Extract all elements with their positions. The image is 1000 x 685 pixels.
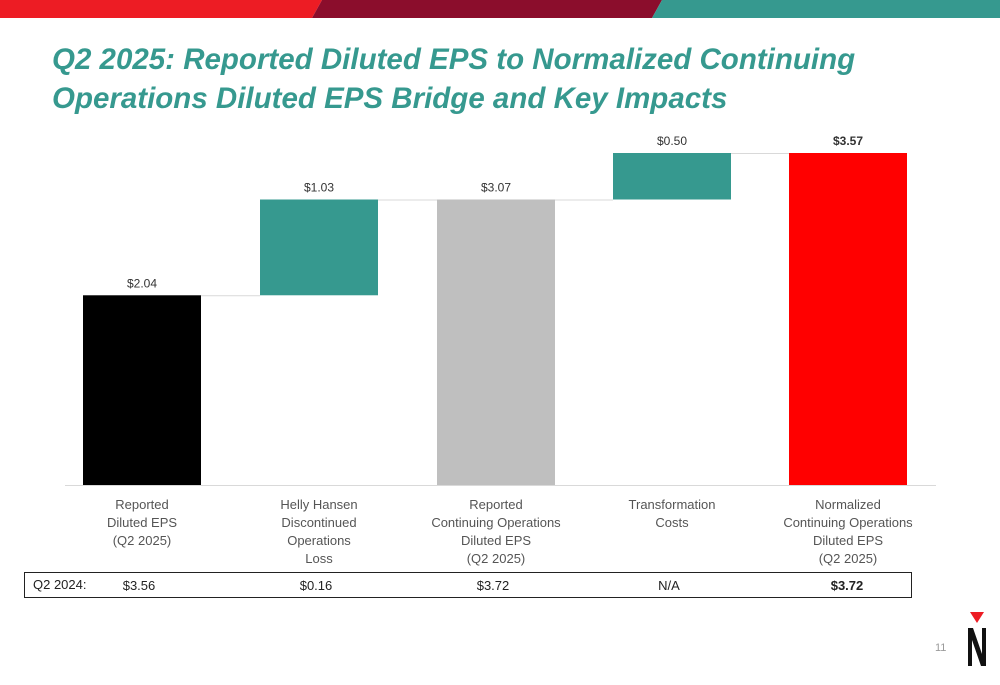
category-label-5-line-2: Continuing Operations (783, 515, 913, 530)
title-line-1: Q2 2025: Reported Diluted EPS to Normali… (52, 43, 856, 76)
title-line-2: Operations Diluted EPS Bridge and Key Im… (52, 82, 728, 115)
data-label-1: $2.04 (127, 276, 157, 290)
category-label-3-line-3: Diluted EPS (460, 533, 532, 548)
category-label-2-line-4: Loss (305, 551, 333, 566)
triangle-n-logo-icon (968, 612, 986, 666)
data-label-2: $1.03 (304, 180, 334, 194)
bar-4 (613, 153, 731, 200)
category-label-5: Normalized Continuing Operations Diluted E… (768, 496, 928, 568)
prior-year-value-normalized: $3.72 (830, 578, 864, 593)
category-label-2: Helly Hansen Discontinued Operations Loss (239, 496, 399, 568)
bar-1 (83, 295, 201, 485)
category-label-1-line-1: Reported (115, 497, 169, 512)
category-label-2-line-1: Helly Hansen (280, 497, 358, 512)
category-label-2-line-2: Discontinued (281, 515, 357, 530)
category-label-4-line-2: Costs (655, 515, 689, 530)
prior-year-value-discontinued: $0.16 (299, 578, 333, 593)
bar-3 (437, 199, 555, 485)
prior-year-value-reported: $3.56 (122, 578, 156, 593)
prior-year-row: Q2 2024: $3.56 $0.16 $3.72 N/A $3.72 (24, 572, 912, 598)
page-number: 11 (935, 642, 947, 654)
category-label-3-line-1: Reported (469, 497, 523, 512)
category-label-5-line-3: Diluted EPS (812, 533, 884, 548)
eps-bridge-chart: $2.04 $1.03 $3.07 $0.50 $3.57 (65, 134, 936, 486)
data-label-3: $3.07 (481, 180, 511, 194)
category-label-4: Transformation Costs (592, 496, 752, 532)
category-label-3-line-2: Continuing Operations (431, 515, 561, 530)
category-label-3-line-4: (Q2 2025) (466, 551, 526, 566)
prior-year-label: Q2 2024: (33, 577, 87, 592)
prior-year-value-continuing: $3.72 (476, 578, 510, 593)
data-label-4: $0.50 (657, 134, 687, 148)
prior-year-value-transformation: N/A (658, 578, 680, 593)
data-label-5: $3.57 (833, 134, 863, 148)
category-label-5-line-1: Normalized (815, 497, 881, 512)
category-label-1-line-2: Diluted EPS (106, 515, 178, 530)
category-label-1-line-3: (Q2 2025) (112, 533, 172, 548)
category-label-5-line-4: (Q2 2025) (818, 551, 878, 566)
bar-2 (260, 199, 378, 296)
top-color-band (0, 0, 1000, 18)
bar-5 (789, 153, 907, 485)
category-label-4-line-1: Transformation (628, 497, 716, 512)
category-label-3: Reported Continuing Operations Diluted EPS… (416, 496, 576, 568)
page-title: Q2 2025: Reported Diluted EPS to Normali… (52, 40, 932, 118)
category-label-1: Reported Diluted EPS (Q2 2025) (62, 496, 222, 550)
category-label-2-line-3: Operations (287, 533, 351, 548)
